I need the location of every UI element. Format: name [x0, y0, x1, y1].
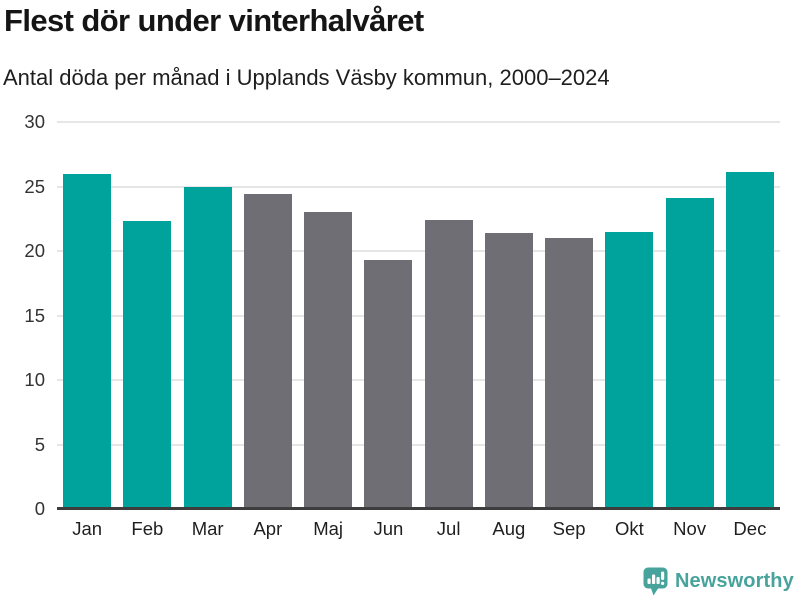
- brand-logo: Newsworthy: [643, 565, 794, 597]
- y-tick-label-25: 25: [24, 175, 45, 197]
- x-tick-label-okt: Okt: [614, 518, 644, 539]
- x-tick-label-jan: Jan: [72, 518, 103, 539]
- y-tick-label-20: 20: [24, 240, 45, 261]
- gridline-30: [57, 121, 780, 123]
- x-tick-label-jun: Jun: [373, 518, 404, 539]
- bar-okt: [605, 231, 654, 509]
- bar-jul: [424, 220, 473, 509]
- x-tick-label-nov: Nov: [673, 518, 707, 539]
- newsworthy-icon: [643, 567, 668, 595]
- bar-nov: [665, 198, 714, 509]
- bar-dec: [725, 172, 774, 509]
- bar-feb: [123, 221, 172, 509]
- gridline-25: [57, 185, 780, 188]
- brand-name: Newsworthy: [675, 569, 794, 592]
- gridline-10: [57, 379, 780, 381]
- x-axis-line: [57, 507, 780, 510]
- x-tick-label-mar: Mar: [191, 518, 224, 539]
- x-tick-label-feb: Feb: [131, 518, 164, 539]
- x-tick-label-sep: Sep: [552, 518, 586, 539]
- chart-subtitle: Antal döda per månad i Upplands Väsby ko…: [3, 65, 610, 90]
- x-tick-label-aug: Aug: [492, 518, 526, 539]
- plot-area: [57, 121, 780, 510]
- y-tick-label-15: 15: [24, 304, 45, 326]
- gridline-15: [57, 314, 780, 317]
- chart-title: Flest dör under vinterhalvåret: [4, 3, 424, 38]
- bar-jan: [63, 173, 112, 509]
- x-tick-label-apr: Apr: [253, 518, 283, 539]
- gridline-20: [57, 250, 780, 252]
- bar-sep: [545, 238, 594, 509]
- bar-maj: [304, 212, 353, 509]
- bar-jun: [364, 260, 413, 509]
- bar-apr: [243, 194, 292, 509]
- y-tick-label-10: 10: [24, 369, 45, 390]
- bar-aug: [484, 232, 533, 509]
- y-tick-label-30: 30: [24, 111, 45, 132]
- bar-mar: [183, 186, 232, 509]
- x-tick-label-dec: Dec: [733, 518, 767, 539]
- y-tick-label-0: 0: [34, 498, 45, 519]
- gridline-5: [57, 443, 780, 446]
- x-tick-label-maj: Maj: [313, 518, 344, 539]
- x-tick-label-jul: Jul: [436, 518, 461, 539]
- y-tick-label-5: 5: [34, 433, 45, 455]
